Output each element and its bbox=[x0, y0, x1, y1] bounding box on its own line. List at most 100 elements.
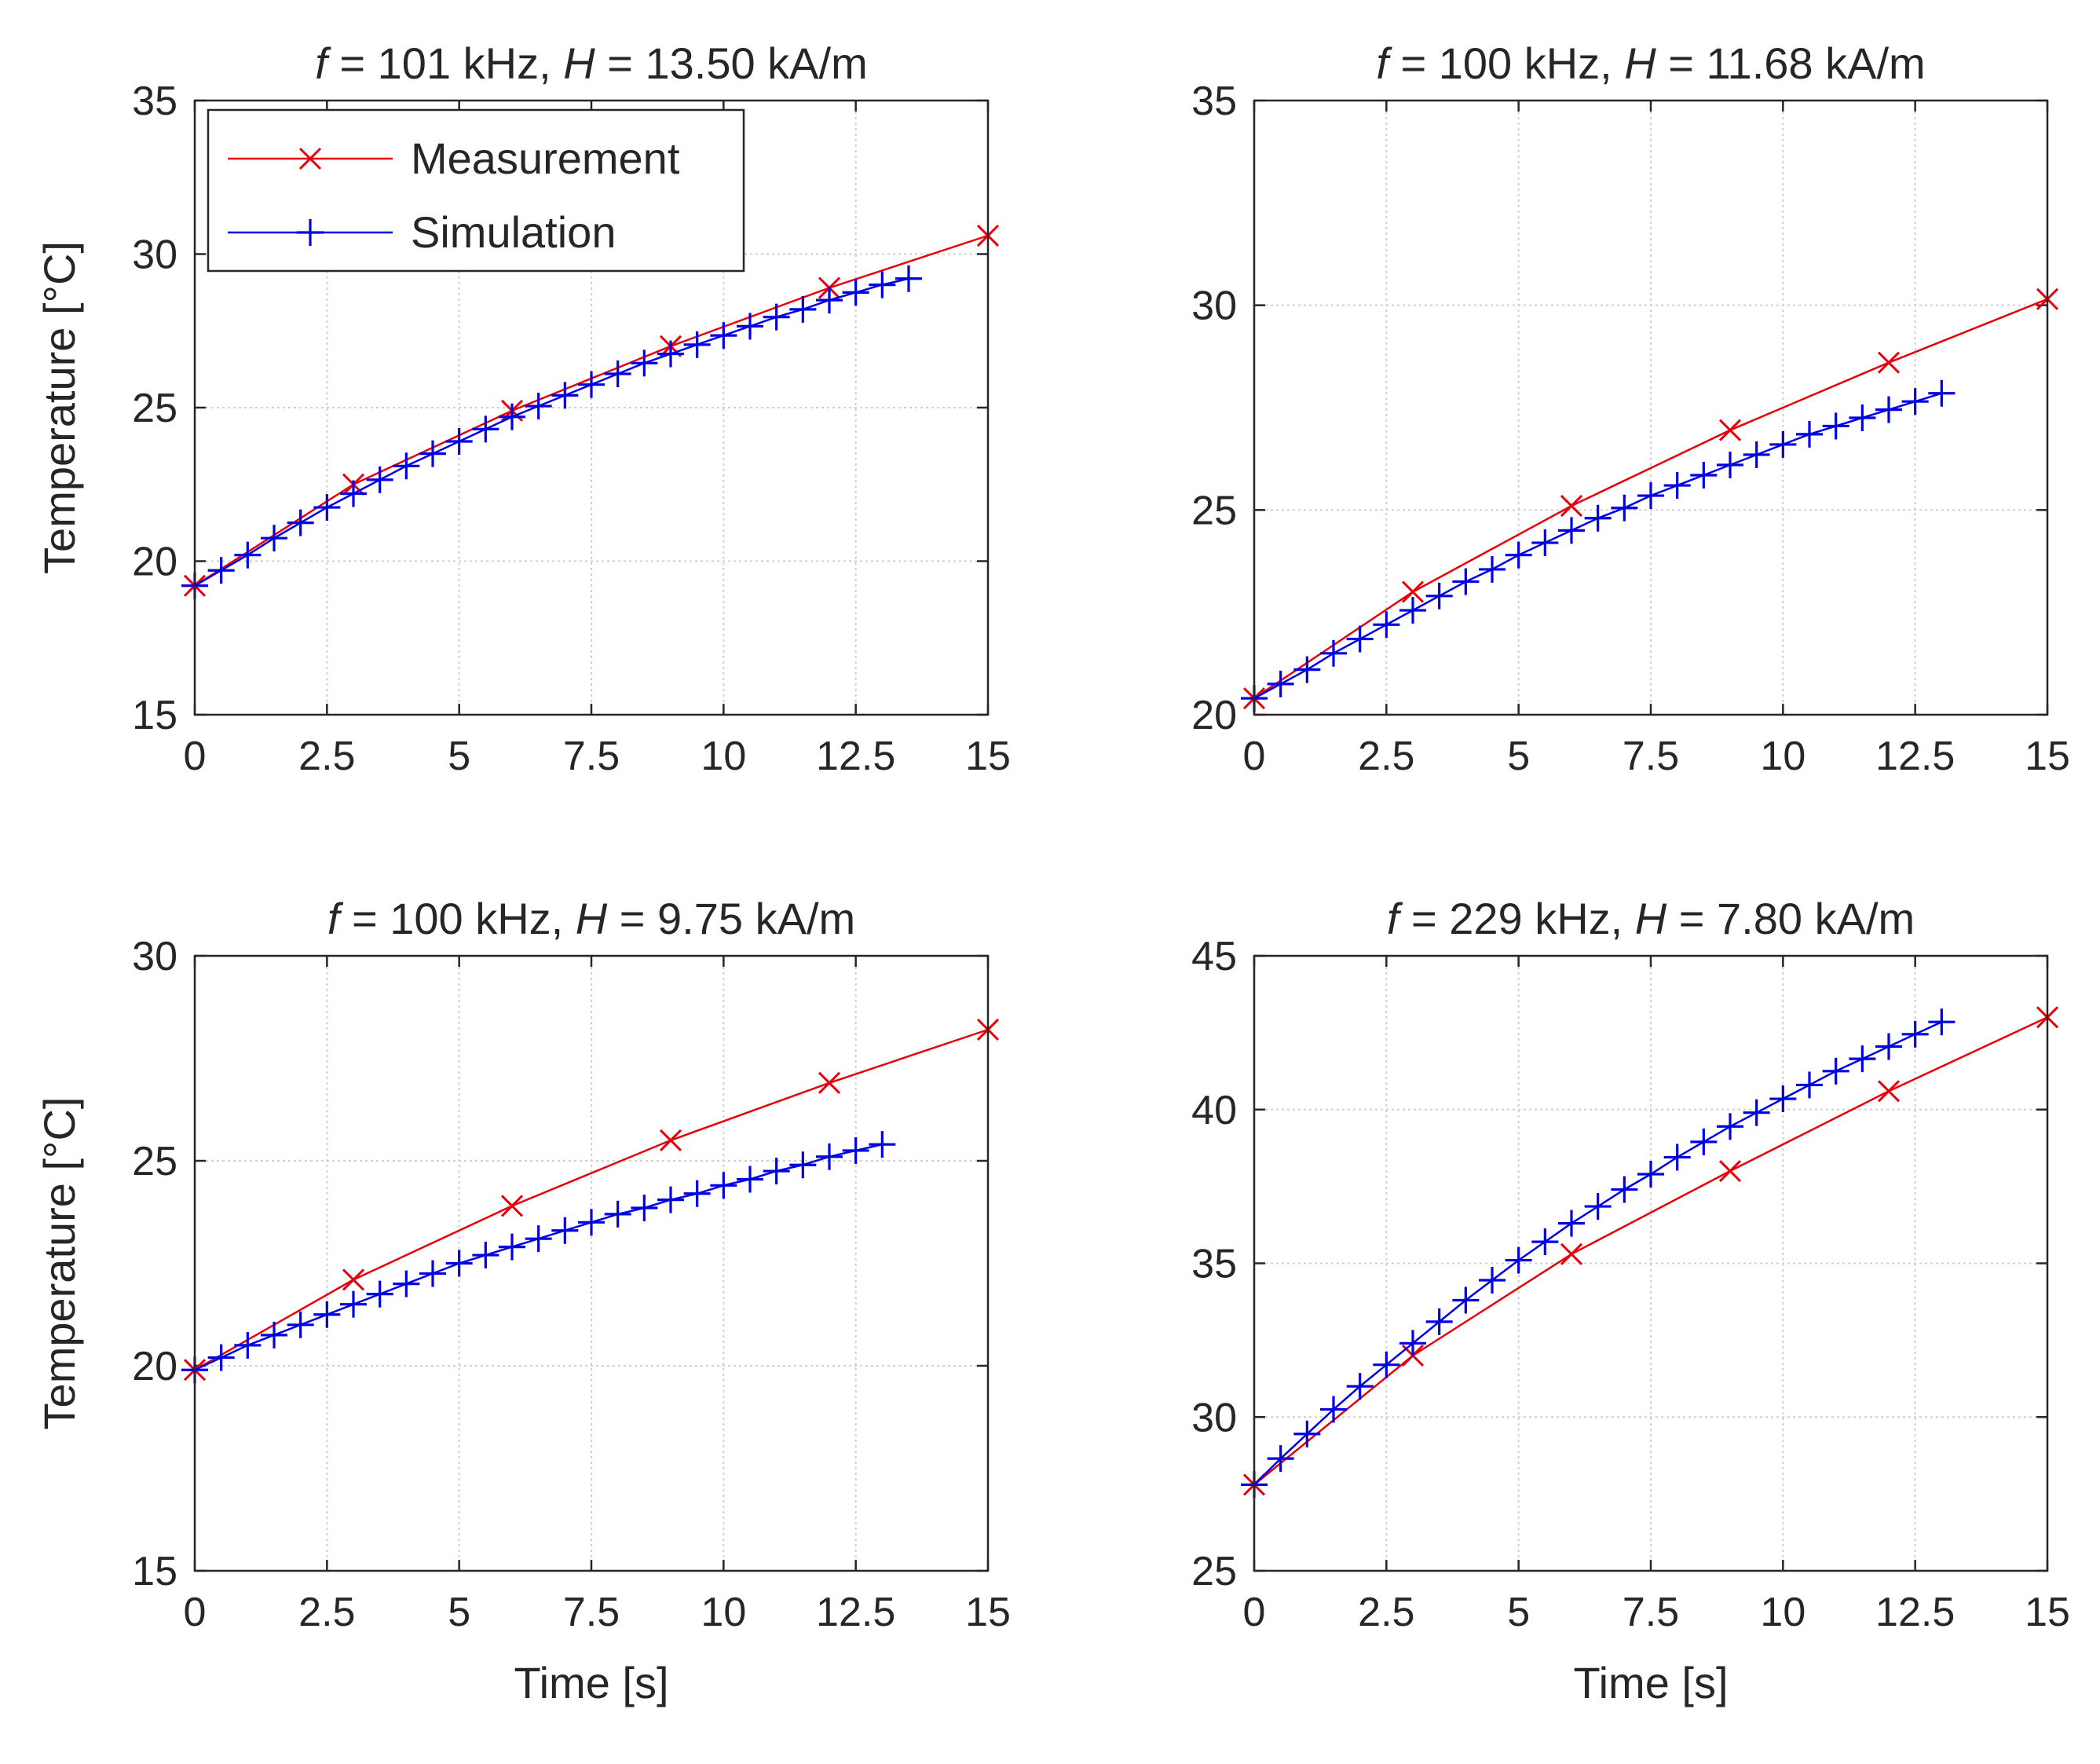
data-point-simulation bbox=[261, 525, 287, 552]
data-point-simulation bbox=[1346, 625, 1374, 653]
data-point-simulation bbox=[1875, 1033, 1902, 1060]
marker-stroke bbox=[500, 1195, 524, 1217]
data-point-simulation bbox=[445, 428, 473, 456]
data-point-simulation bbox=[287, 509, 314, 536]
chart-title-part: H bbox=[1635, 894, 1667, 943]
y-tick-label: 25 bbox=[132, 1139, 177, 1184]
data-point-simulation bbox=[234, 541, 262, 569]
y-tick-label: 40 bbox=[1191, 1088, 1237, 1133]
x-tick-label: 5 bbox=[1507, 1590, 1530, 1635]
data-point-simulation bbox=[234, 1331, 262, 1359]
data-point-simulation bbox=[1796, 1071, 1823, 1099]
data-point-simulation bbox=[1399, 1330, 1426, 1357]
x-tick-label: 0 bbox=[184, 734, 207, 779]
data-point-simulation bbox=[604, 360, 631, 387]
data-point-simulation bbox=[366, 1280, 393, 1308]
data-point-simulation bbox=[869, 1131, 896, 1158]
data-point-measurement bbox=[342, 1268, 365, 1291]
x-tick-label: 2.5 bbox=[298, 1590, 355, 1635]
y-tick-label: 25 bbox=[1191, 1549, 1237, 1594]
data-point-simulation bbox=[1479, 1267, 1505, 1294]
legend-label: Simulation bbox=[411, 207, 616, 257]
data-point-simulation bbox=[842, 1136, 869, 1164]
y-tick-label: 30 bbox=[132, 934, 177, 979]
chart-panel-3: 0 2.5 5 7.5 10 12.5 15 15 20 25 30 f = 100 kHz, H =… bbox=[35, 894, 1011, 1707]
x-axis-label: Time [s] bbox=[1573, 1658, 1728, 1707]
data-point-simulation bbox=[1505, 541, 1532, 569]
x-tick-label: 0 bbox=[1243, 1590, 1266, 1635]
legend-label: Measurement bbox=[411, 134, 680, 183]
data-point-simulation bbox=[261, 1321, 287, 1349]
x-tick-label: 5 bbox=[448, 734, 470, 779]
marker-stroke bbox=[1877, 351, 1901, 374]
chart-title-part: = 7.80 kA/m bbox=[1666, 894, 1915, 943]
chart-title-part: = 13.50 kA/m bbox=[595, 38, 868, 88]
data-point-simulation bbox=[1928, 1008, 1955, 1036]
data-point-simulation bbox=[1479, 555, 1505, 583]
chart-panel-4: 0 2.5 5 7.5 10 12.5 15 25 30 35 40 45 f = 229 kHz, H… bbox=[1191, 894, 2070, 1707]
data-point-simulation bbox=[313, 1301, 341, 1328]
marker-stroke bbox=[1877, 1080, 1901, 1103]
data-point-simulation bbox=[1637, 1160, 1664, 1188]
data-point-simulation bbox=[1584, 1193, 1612, 1221]
data-point-simulation bbox=[419, 1260, 446, 1287]
y-tick-label: 20 bbox=[132, 1344, 177, 1389]
data-point-simulation bbox=[525, 1225, 552, 1253]
data-point-simulation bbox=[737, 1166, 763, 1193]
x-tick-label: 15 bbox=[2025, 734, 2070, 779]
data-point-simulation bbox=[1425, 582, 1453, 609]
chart-title: f = 100 kHz, H = 9.75 kA/m bbox=[327, 894, 855, 943]
chart-panel-2: 0 2.5 5 7.5 10 12.5 15 20 25 30 35 f = 100 kHz, H =… bbox=[1191, 38, 2070, 779]
data-point-simulation bbox=[1399, 597, 1426, 624]
y-tick-label: 15 bbox=[132, 1549, 177, 1594]
data-point-simulation bbox=[1690, 1128, 1718, 1155]
x-tick-label: 2.5 bbox=[1358, 1590, 1414, 1635]
data-point-simulation bbox=[499, 403, 525, 430]
chart-panel-1: 0 2.5 5 7.5 10 12.5 15 15 20 25 30 35 f = 101 kHz, H… bbox=[35, 38, 1011, 779]
chart-title-part: = 9.75 kA/m bbox=[607, 894, 855, 943]
y-tick-label: 35 bbox=[1191, 1242, 1237, 1287]
chart-title-part: = 11.68 kA/m bbox=[1656, 38, 1926, 88]
data-point-simulation bbox=[816, 1143, 843, 1170]
data-point-simulation bbox=[1267, 1445, 1294, 1473]
x-tick-label: 7.5 bbox=[563, 734, 620, 779]
data-point-simulation bbox=[419, 440, 446, 467]
data-point-simulation bbox=[1901, 388, 1929, 415]
axes-box bbox=[193, 99, 990, 716]
marker-stroke bbox=[1718, 1159, 1742, 1183]
data-point-simulation bbox=[313, 494, 341, 522]
data-point-simulation bbox=[578, 371, 605, 398]
axes-box bbox=[1253, 954, 2049, 1572]
y-tick-label: 25 bbox=[1191, 488, 1237, 533]
y-tick-label: 25 bbox=[132, 386, 177, 431]
data-point-simulation bbox=[1928, 379, 1955, 407]
data-point-simulation bbox=[1717, 1113, 1743, 1140]
data-point-simulation bbox=[1769, 1085, 1797, 1113]
data-point-simulation bbox=[340, 480, 367, 507]
data-point-simulation bbox=[578, 1209, 605, 1236]
data-point-simulation bbox=[869, 271, 896, 298]
chart-title: f = 101 kHz, H = 13.50 kA/m bbox=[315, 38, 867, 88]
x-tick-label: 12.5 bbox=[1875, 734, 1955, 779]
data-point-measurement bbox=[1877, 351, 1901, 374]
data-point-measurement bbox=[818, 1071, 841, 1094]
data-point-simulation bbox=[1796, 420, 1823, 448]
data-point-simulation bbox=[207, 1344, 235, 1371]
x-tick-label: 0 bbox=[1243, 734, 1266, 779]
data-point-simulation bbox=[1505, 1246, 1532, 1274]
x-tick-label: 12.5 bbox=[816, 734, 895, 779]
data-point-simulation bbox=[1769, 430, 1797, 458]
data-point-simulation bbox=[1822, 1057, 1849, 1085]
data-point-simulation bbox=[525, 393, 552, 420]
chart-title-part: H bbox=[1624, 38, 1656, 88]
data-point-simulation bbox=[1584, 504, 1612, 532]
marker-stroke bbox=[818, 1071, 841, 1094]
y-tick-label: 15 bbox=[132, 693, 177, 738]
data-point-simulation bbox=[1901, 1020, 1929, 1048]
series-line-measurement bbox=[1253, 298, 2048, 700]
data-point-simulation bbox=[340, 1290, 367, 1318]
data-point-simulation bbox=[1663, 472, 1691, 500]
data-point-simulation bbox=[842, 279, 869, 306]
marker-stroke bbox=[342, 1268, 365, 1291]
x-tick-label: 12.5 bbox=[1875, 1590, 1955, 1635]
